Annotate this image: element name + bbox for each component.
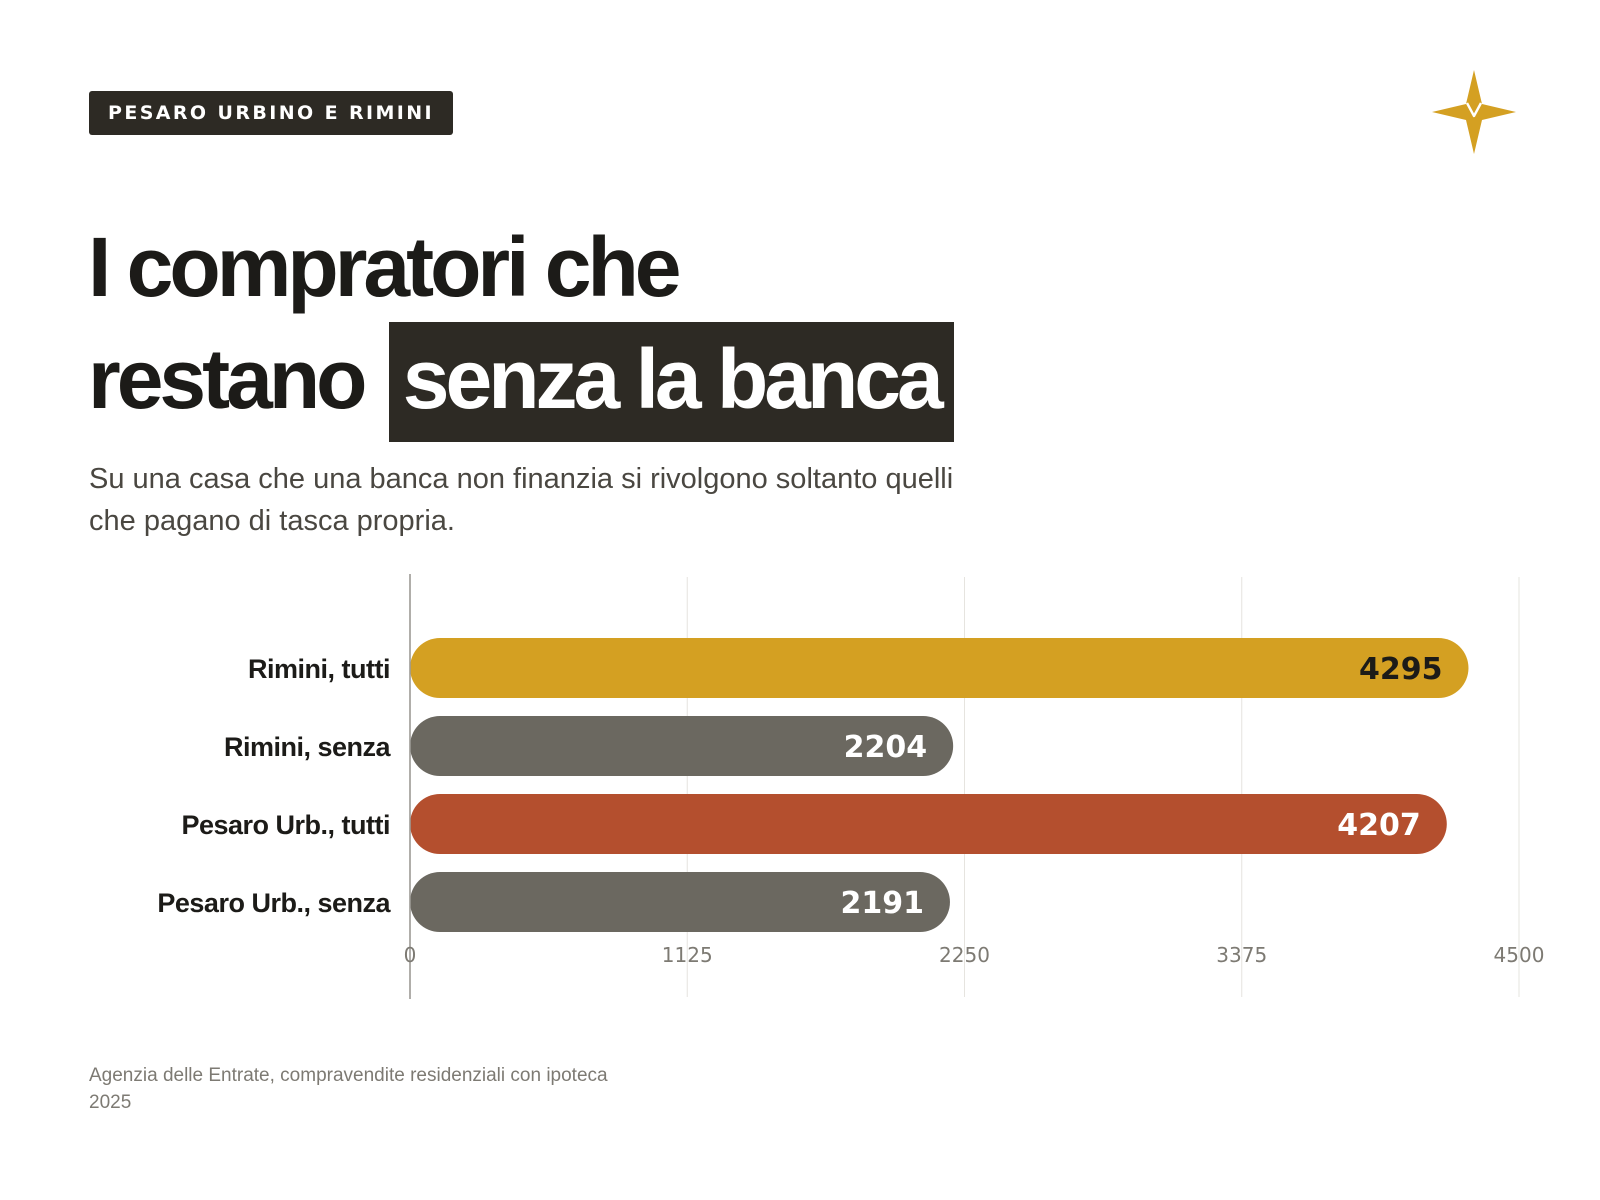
bar bbox=[410, 638, 1469, 698]
subtitle: Su una casa che una banca non finanzia s… bbox=[89, 463, 954, 537]
bar bbox=[410, 716, 954, 776]
title-line-2: restano senza la banca bbox=[88, 322, 954, 442]
bar-value-label: 4295 bbox=[1359, 652, 1443, 687]
category-label: Rimini, senza bbox=[224, 732, 392, 762]
compass-star-icon bbox=[1432, 70, 1516, 154]
bar-value-label: 2204 bbox=[844, 730, 928, 765]
x-tick-label: 3375 bbox=[1216, 943, 1267, 967]
page-title: I compratori che restano senza la banca bbox=[88, 212, 954, 442]
x-tick-label: 1125 bbox=[662, 943, 713, 967]
source-note: Agenzia delle Entrate, compravendite res… bbox=[89, 1062, 608, 1116]
title-highlight: senza la banca bbox=[388, 322, 954, 442]
bar bbox=[410, 872, 950, 932]
bar-value-label: 2191 bbox=[840, 886, 924, 921]
source-line-2: 2025 bbox=[89, 1092, 132, 1113]
bar bbox=[410, 794, 1447, 854]
source-line-1: Agenzia delle Entrate, compravendite res… bbox=[89, 1065, 608, 1086]
title-plain-text: restano bbox=[88, 332, 367, 426]
title-line-1: I compratori che bbox=[88, 220, 682, 314]
bar-value-label: 4207 bbox=[1337, 808, 1421, 843]
category-label: Pesaro Urb., tutti bbox=[181, 810, 390, 840]
x-tick-label: 0 bbox=[404, 943, 417, 967]
x-tick-label: 4500 bbox=[1494, 943, 1545, 967]
category-label: Rimini, tutti bbox=[248, 654, 390, 684]
bar-chart: 4295 Rimini, tutti 2204 Rimini, senza 4207 Pe… bbox=[157, 574, 1545, 999]
x-tick-label: 2250 bbox=[939, 943, 990, 967]
category-label: Pesaro Urb., senza bbox=[157, 888, 391, 918]
region-tag: PESARO URBINO E RIMINI bbox=[89, 91, 454, 135]
